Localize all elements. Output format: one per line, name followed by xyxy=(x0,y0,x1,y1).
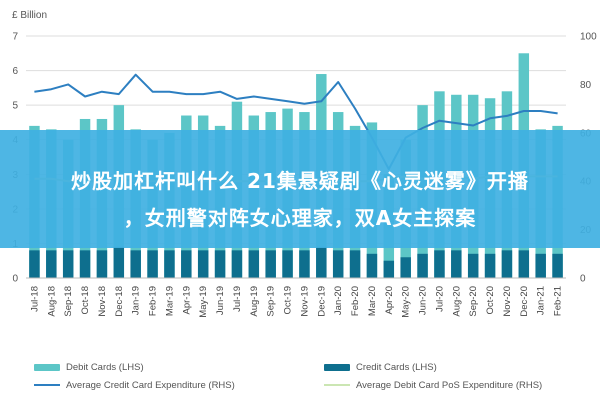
credit-card-bar xyxy=(96,250,108,278)
credit-card-bar xyxy=(248,250,260,278)
credit-card-bar xyxy=(181,250,192,278)
x-tick-label: Nov-18 xyxy=(97,286,108,317)
credit-card-bar xyxy=(417,253,428,278)
credit-card-bar xyxy=(518,250,530,278)
legend-credit-cards: Credit Cards (LHS) xyxy=(324,360,437,376)
credit-card-bar xyxy=(434,250,445,278)
x-tick-label: Jan-19 xyxy=(131,286,142,315)
legend-avg-debit-label: Average Debit Card PoS Expenditure (RHS) xyxy=(356,380,543,391)
x-tick-label: Feb-21 xyxy=(553,286,564,316)
y-left-tick-label: 7 xyxy=(12,32,18,43)
credit-card-bar xyxy=(552,253,563,278)
credit-card-bar xyxy=(349,250,361,278)
credit-card-bar xyxy=(62,250,74,278)
credit-card-bar xyxy=(231,250,243,278)
x-tick-label: Nov-20 xyxy=(502,286,513,317)
credit-card-bar xyxy=(214,250,226,278)
x-tick-label: Jan-21 xyxy=(536,286,547,315)
x-tick-label: Mar-20 xyxy=(367,286,378,316)
x-tick-label: Dec-20 xyxy=(519,286,530,317)
avg-credit-line xyxy=(34,73,558,171)
credit-card-bar xyxy=(467,253,479,278)
x-tick-label: Feb-20 xyxy=(350,286,361,316)
x-tick-label: Jul-19 xyxy=(232,286,243,312)
x-tick-label: Dec-19 xyxy=(316,286,327,317)
legend: Debit Cards (LHS) Credit Cards (LHS) Ave… xyxy=(14,360,586,396)
x-tick-label: May-19 xyxy=(198,286,209,318)
credit-card-bar xyxy=(265,250,276,278)
x-tick-label: Aug-18 xyxy=(46,286,57,317)
x-tick-label: Jun-19 xyxy=(215,286,226,315)
x-tick-label: Oct-20 xyxy=(485,286,496,315)
x-tick-label: Sep-20 xyxy=(468,286,479,317)
x-tick-label: Sep-18 xyxy=(63,286,74,317)
headline-line-2: ，女刑警对阵女心理家，双A女主探案 xyxy=(123,206,477,230)
credit-card-bar xyxy=(501,250,513,278)
legend-debit-label: Debit Cards (LHS) xyxy=(66,362,144,373)
y-right-tick-label: 80 xyxy=(580,80,592,91)
legend-avg-credit-swatch xyxy=(34,384,60,387)
y-left-tick-label: 6 xyxy=(12,66,18,77)
credit-card-bar xyxy=(113,246,125,278)
x-tick-label: Nov-19 xyxy=(299,286,310,317)
y-left-tick-label: 0 xyxy=(12,274,18,285)
x-tick-label: Jul-20 xyxy=(434,286,445,312)
x-tick-label: Aug-19 xyxy=(249,286,260,317)
credit-card-bar xyxy=(316,246,327,278)
credit-card-bar xyxy=(147,250,158,278)
headline-overlay: 炒股加杠杆叫什么 21集悬疑剧《心灵迷雾》开播 ，女刑警对阵女心理家，双A女主探… xyxy=(0,130,600,248)
left-axis-unit-label: £ Billion xyxy=(12,10,47,21)
credit-card-bar xyxy=(535,253,546,278)
x-tick-label: Oct-19 xyxy=(283,286,294,315)
x-tick-label: Jan-20 xyxy=(333,286,344,315)
credit-card-bar xyxy=(46,250,57,278)
credit-card-bar xyxy=(130,250,141,278)
x-tick-label: Apr-20 xyxy=(384,286,395,315)
legend-avg-credit-label: Average Credit Card Expenditure (RHS) xyxy=(66,380,235,391)
credit-card-bar xyxy=(29,250,40,278)
credit-card-bar xyxy=(197,250,209,278)
x-tick-label: Jun-20 xyxy=(418,286,429,315)
legend-credit-swatch xyxy=(324,363,350,371)
legend-debit-swatch xyxy=(34,363,60,371)
axes: 01234567020406080100Jul-18Aug-18Sep-18Oc… xyxy=(12,32,597,318)
y-left-tick-label: 5 xyxy=(12,101,18,112)
credit-card-bar xyxy=(164,250,175,278)
legend-avg-credit: Average Credit Card Expenditure (RHS) xyxy=(34,378,235,394)
x-tick-label: Jul-18 xyxy=(29,286,40,312)
legend-credit-label: Credit Cards (LHS) xyxy=(356,362,437,373)
credit-card-bar xyxy=(299,250,310,278)
x-tick-label: Mar-19 xyxy=(164,286,175,316)
legend-avg-debit-swatch xyxy=(324,384,350,387)
x-tick-label: Apr-19 xyxy=(181,286,192,315)
credit-card-bar xyxy=(79,250,91,278)
y-right-tick-label: 100 xyxy=(580,32,597,43)
x-tick-label: May-20 xyxy=(401,286,412,318)
legend-avg-debit: Average Debit Card PoS Expenditure (RHS) xyxy=(324,378,542,394)
credit-card-bar xyxy=(400,257,411,278)
credit-card-bar xyxy=(383,260,395,278)
credit-card-bar xyxy=(484,253,496,278)
x-tick-label: Sep-19 xyxy=(266,286,277,317)
x-tick-label: Oct-18 xyxy=(80,286,91,315)
x-tick-label: Aug-20 xyxy=(451,286,462,317)
legend-debit-cards: Debit Cards (LHS) xyxy=(34,360,144,376)
credit-card-bar xyxy=(366,253,378,278)
headline-line-1: 炒股加杠杆叫什么 21集悬疑剧《心灵迷雾》开播 xyxy=(71,169,529,193)
x-tick-label: Dec-18 xyxy=(114,286,125,317)
credit-card-bar xyxy=(451,250,462,278)
credit-card-bar xyxy=(282,250,293,278)
credit-card-bar xyxy=(332,250,344,278)
y-right-tick-label: 0 xyxy=(580,274,586,285)
x-tick-label: Feb-19 xyxy=(148,286,159,316)
